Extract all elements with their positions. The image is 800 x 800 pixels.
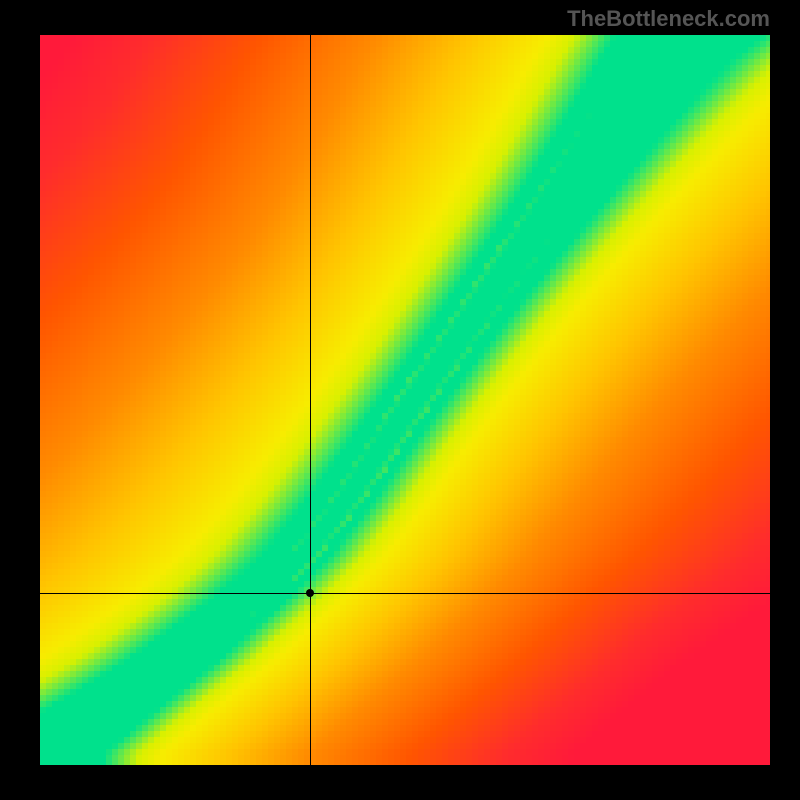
chart-container: { "watermark": { "text": "TheBottleneck.… [0,0,800,800]
crosshair-data-point [306,589,314,597]
crosshair-vertical-line [310,35,311,765]
bottleneck-heatmap-canvas [0,0,800,800]
crosshair-horizontal-line [40,593,770,594]
watermark-text: TheBottleneck.com [567,6,770,32]
